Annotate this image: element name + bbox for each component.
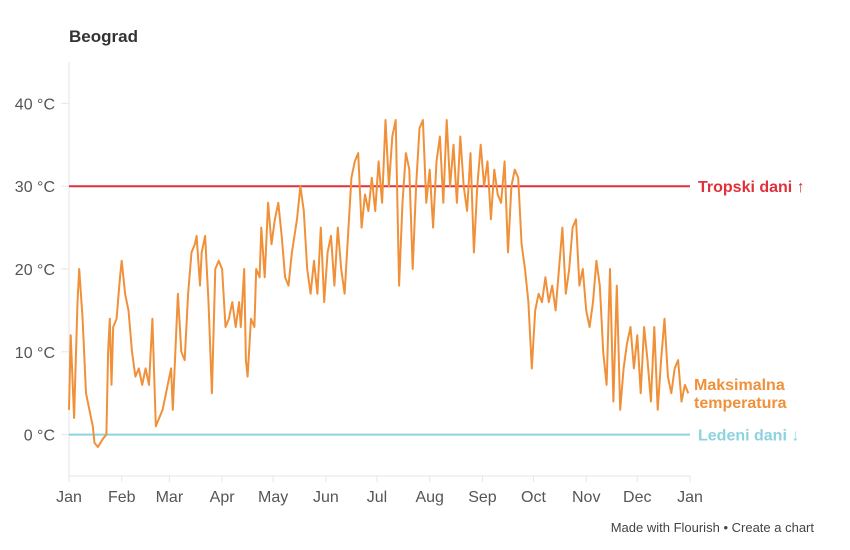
x-tick-label: Feb <box>108 489 136 506</box>
x-tick-label: Oct <box>521 489 546 506</box>
x-tick-label: Jan <box>677 489 703 506</box>
footer-separator: • <box>723 520 728 535</box>
footer: Made with Flourish • Create a chart <box>611 520 814 535</box>
reference-label-tropical: Tropski dani ↑ <box>698 179 805 196</box>
line-chart: 0 °C 10 °C 20 °C 30 °C 40 °C Jan Feb Mar Apr May… <box>15 62 805 506</box>
x-tick-label: Dec <box>623 489 651 506</box>
chart-title: Beograd <box>69 27 138 46</box>
made-with-flourish-link[interactable]: Made with Flourish <box>610 520 720 535</box>
reference-label-frost: Ledeni dani ↓ <box>698 428 799 445</box>
series-label: Maksimalna <box>694 377 785 394</box>
y-axis: 0 °C 10 °C 20 °C 30 °C 40 °C <box>15 96 69 445</box>
x-tick-label: Nov <box>572 489 600 506</box>
x-axis: Jan Feb Mar Apr May Jun Jul Aug Sep Oct Nov Dec Jan <box>56 476 703 506</box>
x-tick-label: Jul <box>367 489 387 506</box>
x-tick-label: Mar <box>156 489 184 506</box>
series-label: temperatura <box>694 395 787 412</box>
y-tick-label: 10 °C <box>15 345 55 362</box>
x-tick-label: Jan <box>56 489 82 506</box>
x-tick-label: Jun <box>313 489 339 506</box>
create-chart-link[interactable]: Create a chart <box>731 520 814 535</box>
series-line-maksimalna-temperatura <box>68 119 690 448</box>
x-tick-label: May <box>258 489 288 506</box>
y-tick-label: 40 °C <box>15 96 55 113</box>
reference-lines: Tropski dani ↑ Ledeni dani ↓ <box>69 179 805 445</box>
y-tick-label: 30 °C <box>15 179 55 196</box>
x-tick-label: Aug <box>415 489 443 506</box>
x-tick-label: Sep <box>468 489 497 506</box>
x-tick-label: Apr <box>210 489 236 506</box>
y-tick-label: 20 °C <box>15 262 55 279</box>
y-tick-label: 0 °C <box>24 428 55 445</box>
